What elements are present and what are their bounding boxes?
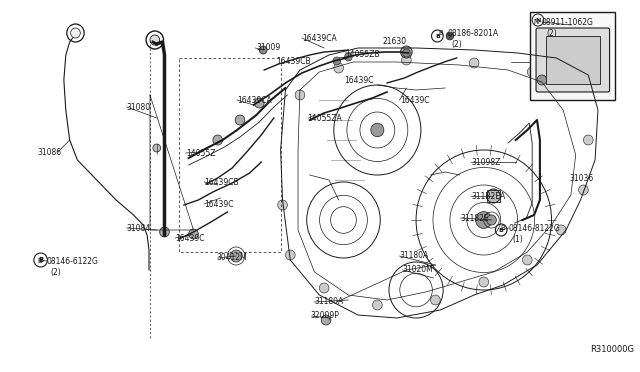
Text: 32009P: 32009P [310, 311, 339, 321]
Text: N: N [533, 19, 538, 25]
Circle shape [486, 189, 500, 203]
Circle shape [153, 144, 161, 152]
Text: B: B [435, 33, 440, 38]
Text: 14055ZB: 14055ZB [346, 49, 380, 58]
Text: B: B [438, 30, 443, 36]
Text: B: B [38, 257, 44, 263]
Text: 14055ZA: 14055ZA [308, 113, 342, 122]
Text: 31180A: 31180A [399, 251, 429, 260]
Text: B: B [38, 258, 42, 264]
FancyBboxPatch shape [536, 28, 609, 92]
Bar [546, 36, 600, 84]
Text: B: B [499, 228, 504, 232]
Circle shape [401, 46, 412, 58]
Text: 31098Z: 31098Z [471, 157, 500, 167]
Circle shape [295, 90, 305, 100]
Circle shape [469, 58, 479, 68]
Circle shape [527, 67, 537, 77]
Circle shape [486, 215, 497, 225]
Text: 30412M: 30412M [217, 253, 248, 263]
Circle shape [159, 227, 170, 237]
Text: 16439CA: 16439CA [237, 96, 272, 105]
Text: 08146-6122G: 08146-6122G [47, 257, 99, 266]
Circle shape [189, 229, 198, 239]
Text: 16439CA: 16439CA [302, 33, 337, 42]
Text: 16439C: 16439C [344, 76, 374, 84]
Circle shape [285, 250, 295, 260]
Text: 16439C: 16439C [401, 96, 430, 105]
Text: 16439CB: 16439CB [204, 177, 239, 186]
Circle shape [431, 295, 440, 305]
Circle shape [255, 98, 264, 108]
Text: 16439C: 16439C [204, 199, 234, 208]
Text: (2): (2) [547, 29, 557, 38]
Bar [486, 190, 500, 202]
Circle shape [371, 123, 384, 137]
Text: 31009: 31009 [257, 42, 281, 51]
Text: B: B [500, 225, 505, 231]
Text: 31036: 31036 [569, 173, 593, 183]
Circle shape [259, 46, 267, 54]
Circle shape [150, 35, 159, 45]
Text: (2): (2) [451, 39, 461, 48]
Circle shape [213, 135, 223, 145]
Text: 31086: 31086 [38, 148, 62, 157]
Circle shape [321, 315, 331, 325]
Circle shape [278, 200, 287, 210]
Text: N: N [535, 17, 541, 22]
Circle shape [70, 28, 80, 38]
Text: 08186-8201A: 08186-8201A [447, 29, 498, 38]
Circle shape [446, 32, 454, 40]
Text: 08146-8122G: 08146-8122G [509, 224, 561, 232]
Text: (1): (1) [513, 234, 524, 244]
Text: 21630: 21630 [382, 36, 406, 45]
Text: 14055Z: 14055Z [186, 148, 215, 157]
Text: 31182E: 31182E [461, 214, 489, 222]
Circle shape [579, 185, 588, 195]
Circle shape [372, 300, 382, 310]
Text: 31080: 31080 [127, 103, 151, 112]
Text: 16439C: 16439C [175, 234, 205, 243]
Text: (2): (2) [51, 267, 61, 276]
Bar [530, 12, 616, 100]
Circle shape [403, 49, 410, 57]
Circle shape [319, 283, 329, 293]
Circle shape [584, 135, 593, 145]
Text: 08911-1062G: 08911-1062G [542, 17, 594, 26]
Circle shape [522, 255, 532, 265]
Circle shape [401, 55, 412, 65]
Circle shape [566, 90, 576, 100]
Circle shape [344, 53, 352, 61]
Circle shape [334, 63, 344, 73]
Circle shape [479, 277, 488, 287]
Circle shape [476, 212, 492, 228]
Text: 31180A: 31180A [314, 298, 344, 307]
Text: 16439CB: 16439CB [276, 57, 310, 65]
Circle shape [333, 57, 340, 65]
Text: 31020M: 31020M [403, 266, 433, 275]
Circle shape [537, 75, 547, 85]
Text: 311B2EA: 311B2EA [471, 192, 506, 201]
Text: 31084: 31084 [127, 224, 151, 232]
Circle shape [235, 115, 244, 125]
Text: R310000G: R310000G [590, 346, 634, 355]
Circle shape [230, 250, 242, 262]
Circle shape [556, 225, 566, 235]
